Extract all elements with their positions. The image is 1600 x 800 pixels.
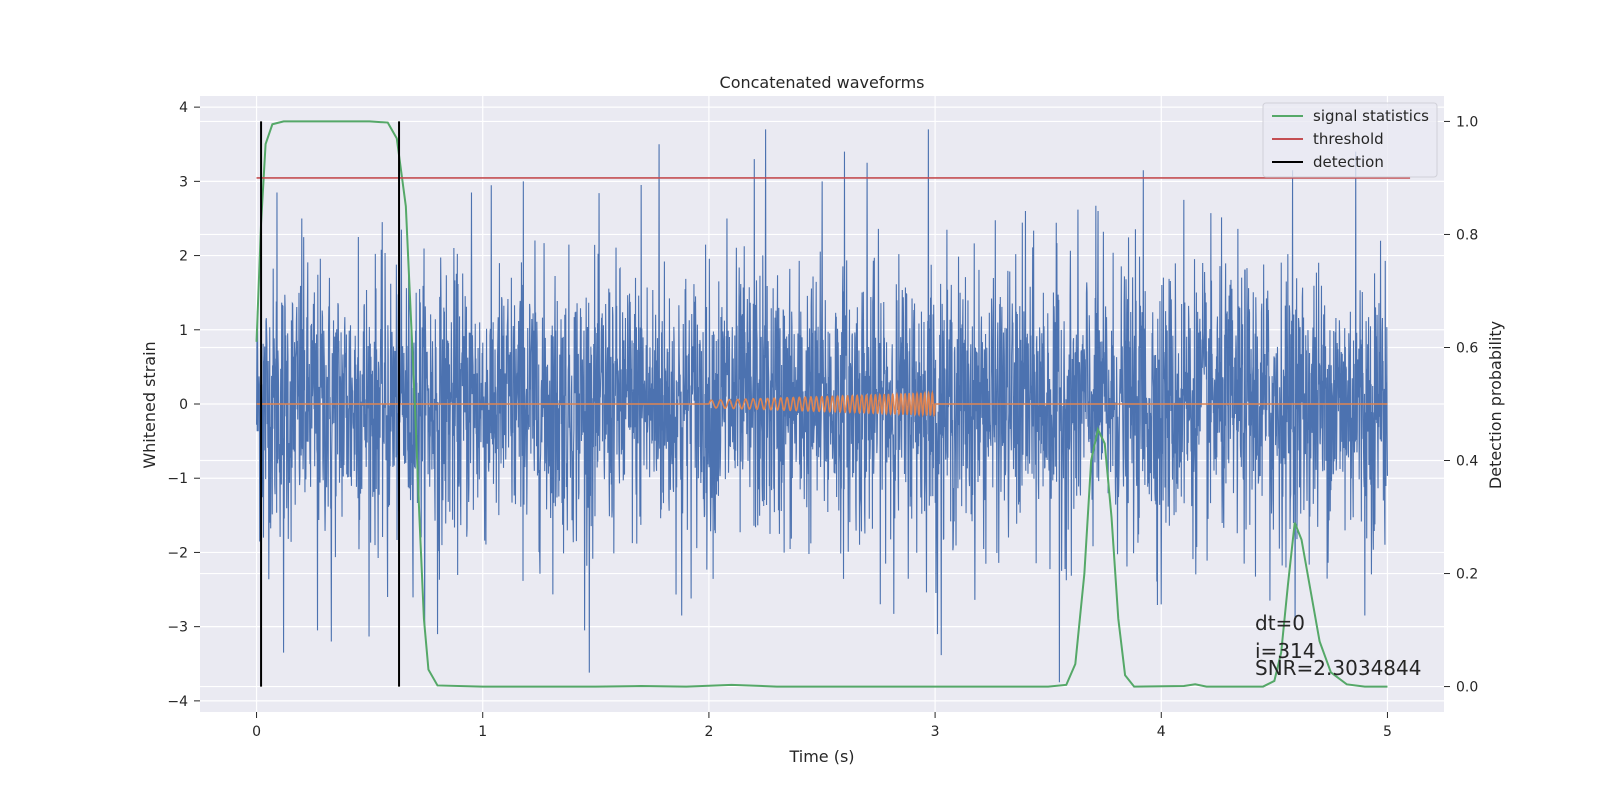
x-tick-label: 2 [704,724,713,740]
y2-axis-label: Detection probability [1486,321,1505,489]
y2-tick-label: 0.0 [1456,680,1478,696]
y2-tick-label: 0.8 [1456,227,1478,243]
y2-tick-label: 1.0 [1456,114,1478,130]
statistic-line [255,120,1388,688]
legend-label-statistic: signal statistics [1313,107,1429,125]
chart-title: Concatenated waveforms [720,73,925,92]
x-tick-label: 0 [252,724,261,740]
x-tick-label: 4 [1157,724,1166,740]
axes: 0 1 2 3 4 5 4 3 2 1 0 −1 −2 −3 −4 1.0 0.8 0.6 0.4 0.2 0.0 [167,100,1478,740]
template-line [256,389,1388,418]
legend-box [1262,102,1438,178]
series-layer [255,120,1411,688]
y-axis-label: Whitened strain [140,341,159,468]
legend: signal statistics threshold detection [1262,102,1438,178]
annotation-snr: SNR=2.3034844 [1255,656,1421,680]
y2-tick-label: 0.6 [1456,340,1478,356]
annotation-i: i=314 [1255,639,1316,663]
legend-label-threshold: threshold [1313,130,1384,148]
y-tick-label: 0 [179,397,188,413]
y-tick-label: 4 [179,100,188,116]
y-tick-label: −2 [167,545,188,561]
strain-line [256,129,1388,683]
y-tick-label: 2 [179,249,188,265]
x-tick-label: 1 [478,724,487,740]
y-tick-label: −3 [167,620,188,636]
x-tick-label: 5 [1383,724,1392,740]
y2-tick-label: 0.2 [1456,567,1478,583]
x-tick-label: 3 [931,724,940,740]
y-tick-label: 1 [179,323,188,339]
legend-label-detection: detection [1313,153,1384,171]
x-axis-label: Time (s) [788,747,854,766]
y-tick-label: −1 [167,471,188,487]
y-tick-label: 3 [179,174,188,190]
annotation-dt: dt=0 [1255,611,1305,635]
y-tick-label: −4 [167,694,188,710]
annotations: dt=0 i=314 SNR=2.3034844 [1255,611,1421,680]
y2-tick-label: 0.4 [1456,454,1478,470]
